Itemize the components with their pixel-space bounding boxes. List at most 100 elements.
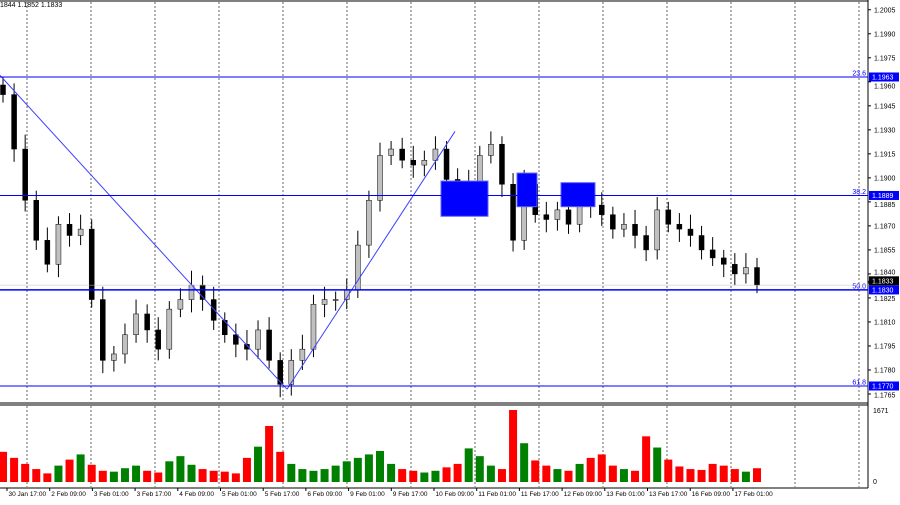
price-tick-label: 1.1900 [874,175,896,182]
fib-price-tag [869,381,899,391]
volume-bar [664,459,673,482]
time-tick-label: 3 Feb 01:00 [94,491,129,498]
current-price-connector [867,280,870,286]
volume-bar [453,463,462,482]
volume-bar [187,464,196,482]
current-price-tag [869,276,899,286]
time-tick-label: 13 Feb 17:00 [649,491,688,498]
volume-bar [54,465,63,482]
volume-bar [675,466,684,482]
volume-bar [132,465,141,482]
price-tick-label: 1.2005 [874,7,896,14]
supply-zone [516,172,538,208]
candle-body [554,209,561,220]
candle-body [399,148,405,161]
volume-bar [586,457,595,482]
fib-price-tag [869,72,899,82]
volume-bar [597,454,606,482]
volume-bar [198,469,207,482]
price-tick-label: 1.1870 [874,223,896,230]
candle-body [432,148,439,161]
candle-body [676,224,683,230]
volume-bar [32,469,41,482]
volume-bar [442,467,451,482]
candle-body [266,329,272,361]
candle-body [443,148,450,180]
candle-body [166,308,173,350]
candle-body [44,240,51,265]
candle-body [599,204,605,215]
volume-bar [719,465,728,482]
candle-body [698,235,705,251]
candle-body [743,267,749,275]
time-tick-label: 13 Feb 01:00 [606,491,645,498]
price-tick-label: 1.1945 [874,103,896,110]
candle-body [33,200,40,241]
time-tick-label: 9 Feb 01:00 [350,491,385,498]
trendline [286,131,456,390]
volume-bar [209,470,218,482]
volume-bar [143,470,152,482]
volume-bar [287,463,296,482]
volume-bar [376,450,384,482]
volume-bar [231,473,240,482]
candle-body [621,224,627,230]
time-tick-label: 16 Feb 09:00 [692,491,731,498]
candle-body [366,200,372,246]
volume-bar [686,469,695,482]
trendline [0,75,288,390]
candle-body [210,299,217,321]
price-tick-label: 1.1765 [874,392,896,399]
volume-bar [653,447,662,482]
candle-body [632,224,638,236]
volume-bar [608,465,617,482]
time-tick-label: 2 Feb 09:00 [51,491,86,498]
volume-bar [76,454,85,482]
candle-body [421,160,428,166]
fib-level-label: 23.6 [852,71,866,78]
volume-bar [741,471,750,482]
candle-body [654,209,660,251]
candle-body [543,214,550,220]
candle-body [133,313,139,336]
volume-bar [176,456,185,482]
volume-bar [509,410,518,482]
price-tick-label: 1.1780 [874,367,896,374]
volume-bar [342,461,351,482]
candle-body [277,360,283,385]
ohlc-readout: 1844 1.1852 1.1833 [0,2,63,9]
candle-body [233,334,239,345]
candle-body [255,329,261,350]
current-price-label: 1.1833 [872,278,894,285]
volume-bar [409,470,418,482]
price-tick-label: 1.1840 [874,270,896,277]
time-tick-label: 3 Feb 17:00 [137,491,172,498]
candle-body [687,228,694,236]
fib-price-tag [869,285,899,295]
candle-body [477,155,483,185]
candle-body [510,184,516,241]
volume-bar [730,469,739,482]
candle-body [111,353,117,361]
volume-bar [0,451,7,482]
candle-body [155,329,161,350]
candle-body [332,299,339,301]
volume-bar [619,469,628,482]
volume-bar [353,457,362,482]
fib-level-label: 61.8 [852,379,866,386]
candle-body [66,224,73,236]
candle-body [244,344,250,350]
volume-bar [631,470,640,482]
candle-body [11,94,17,150]
volume-bar [553,469,562,482]
time-tick-label: 5 Feb 01:00 [222,491,257,498]
candle-body [55,224,62,265]
volume-bar [98,470,107,482]
candle-body [88,228,95,300]
volume-bar [120,468,129,482]
volume-bar [276,451,285,482]
fib-price-label: 1.1770 [872,383,894,390]
fib-price-label: 1.1830 [872,287,894,294]
volume-bar [520,443,529,482]
